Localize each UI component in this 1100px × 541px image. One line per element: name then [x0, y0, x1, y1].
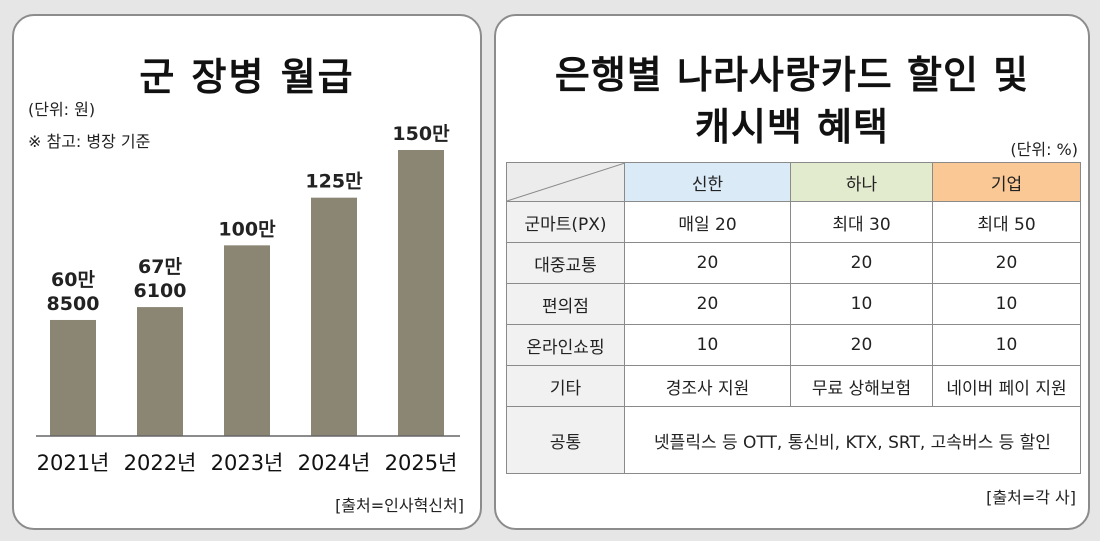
benefit-cell: 20 — [932, 242, 1081, 284]
salary-bar — [224, 245, 270, 436]
benefit-table: 신한 하나 기업 군마트(PX) 매일 20 최대 30 최대 50 대중교통 … — [506, 162, 1081, 474]
bar-value-label: 100만 — [218, 218, 276, 240]
bar-value-label: 6100 — [134, 280, 187, 302]
salary-chart-panel: 군 장병 월급 (단위: 원) ※ 참고: 병장 기준 60만 8500 2021년… — [12, 14, 482, 530]
salary-chart-title: 군 장병 월급 — [139, 55, 355, 99]
benefit-header-row: 신한 하나 기업 — [506, 162, 1081, 202]
benefit-unit-note: (단위: %) — [1010, 140, 1078, 159]
year-tick-label: 2021년 — [37, 451, 110, 475]
benefit-cell: 경조사 지원 — [624, 365, 791, 407]
benefit-row-convenience: 편의점 20 10 10 — [506, 283, 1081, 325]
benefit-row-other: 기타 경조사 지원 무료 상해보험 네이버 페이 지원 — [506, 365, 1081, 407]
benefit-cell: 10 — [790, 283, 933, 325]
benefit-row-online: 온라인쇼핑 10 20 10 — [506, 324, 1081, 366]
year-tick-label: 2022년 — [124, 451, 197, 475]
year-tick-label: 2025년 — [385, 451, 458, 475]
salary-bar — [311, 197, 357, 436]
salary-bar — [398, 150, 444, 436]
card-benefit-panel: 은행별 나라사랑카드 할인 및 캐시백 혜택 (단위: %) 신한 하나 기업 … — [494, 14, 1090, 530]
benefit-cell: 네이버 페이 지원 — [932, 365, 1081, 407]
row-label: 군마트(PX) — [506, 201, 625, 243]
salary-bar — [137, 307, 183, 436]
benefit-cell: 10 — [932, 283, 1081, 325]
bank-header-hana: 하나 — [790, 162, 933, 202]
bar-value-label: 67만 — [138, 256, 182, 278]
salary-unit-note: (단위: 원) — [28, 100, 96, 119]
benefit-row-px: 군마트(PX) 매일 20 최대 30 최대 50 — [506, 201, 1081, 243]
bank-header-shinhan: 신한 — [624, 162, 791, 202]
table-corner-cell — [506, 162, 625, 202]
benefit-cell: 20 — [790, 324, 933, 366]
bar-value-label: 60만 — [51, 269, 95, 291]
row-label: 대중교통 — [506, 242, 625, 284]
benefit-cell: 20 — [624, 242, 791, 284]
bar-value-label: 8500 — [47, 293, 100, 315]
salary-reference-note: ※ 참고: 병장 기준 — [28, 132, 151, 151]
benefit-source: [출처=각 사] — [986, 488, 1076, 507]
benefit-title-line1: 은행별 나라사랑카드 할인 및 — [554, 53, 1030, 97]
benefit-cell: 매일 20 — [624, 201, 791, 243]
salary-source: [출처=인사혁신처] — [335, 496, 464, 515]
bank-header-ibk: 기업 — [932, 162, 1081, 202]
common-benefit-cell: 넷플릭스 등 OTT, 통신비, KTX, SRT, 고속버스 등 할인 — [624, 406, 1081, 474]
benefit-cell: 최대 30 — [790, 201, 933, 243]
bar-value-label: 125만 — [305, 171, 363, 193]
year-tick-label: 2024년 — [298, 451, 371, 475]
benefit-cell: 20 — [624, 283, 791, 325]
benefit-cell: 10 — [624, 324, 791, 366]
benefit-row-transit: 대중교통 20 20 20 — [506, 242, 1081, 284]
benefit-cell: 최대 50 — [932, 201, 1081, 243]
row-label: 기타 — [506, 365, 625, 407]
row-label: 편의점 — [506, 283, 625, 325]
salary-bar — [50, 319, 96, 436]
corner-diagonal-line — [507, 163, 625, 201]
benefit-cell: 20 — [790, 242, 933, 284]
benefit-cell: 10 — [932, 324, 1081, 366]
bar-value-label: 150만 — [392, 123, 450, 145]
row-label: 온라인쇼핑 — [506, 324, 625, 366]
benefit-row-common: 공통 넷플릭스 등 OTT, 통신비, KTX, SRT, 고속버스 등 할인 — [506, 406, 1081, 474]
year-tick-label: 2023년 — [211, 451, 284, 475]
benefit-title-line2: 캐시백 혜택 — [694, 105, 890, 149]
benefit-cell: 무료 상해보험 — [790, 365, 933, 407]
row-label: 공통 — [506, 406, 625, 474]
